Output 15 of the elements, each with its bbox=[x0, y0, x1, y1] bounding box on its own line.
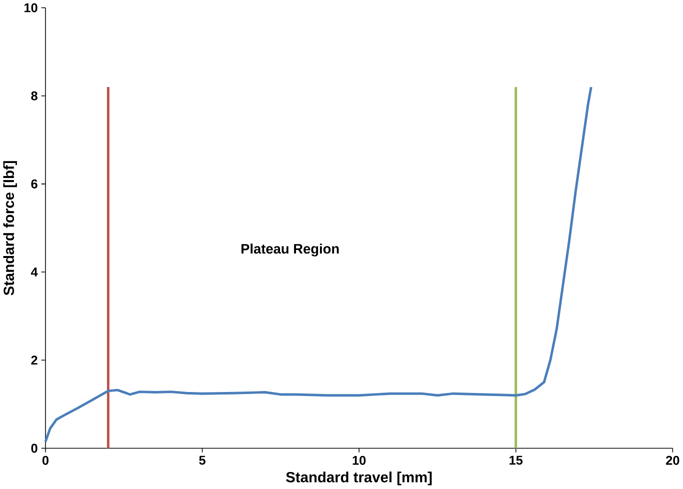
line-series bbox=[44, 86, 592, 444]
y-tick-label: 0 bbox=[31, 444, 38, 453]
y-tick-label: 4 bbox=[30, 268, 38, 277]
y-tick-label: 6 bbox=[31, 180, 38, 189]
annotation: Plateau Region bbox=[241, 244, 339, 257]
y-tick-label: 2 bbox=[31, 356, 38, 365]
y-tick-label: 10 bbox=[24, 3, 38, 12]
x-tick-label: 15 bbox=[510, 456, 523, 465]
x-axis-title: Standard travel [mm] bbox=[286, 472, 432, 486]
x-tick-label: 20 bbox=[666, 456, 680, 466]
x-tick-label: 10 bbox=[352, 456, 366, 466]
x-tick-label: 0 bbox=[42, 456, 48, 466]
y-axis-title: Standard force [lbf] bbox=[3, 161, 17, 296]
x-tick-label: 5 bbox=[199, 456, 206, 465]
y-tick-label: 8 bbox=[31, 92, 38, 101]
